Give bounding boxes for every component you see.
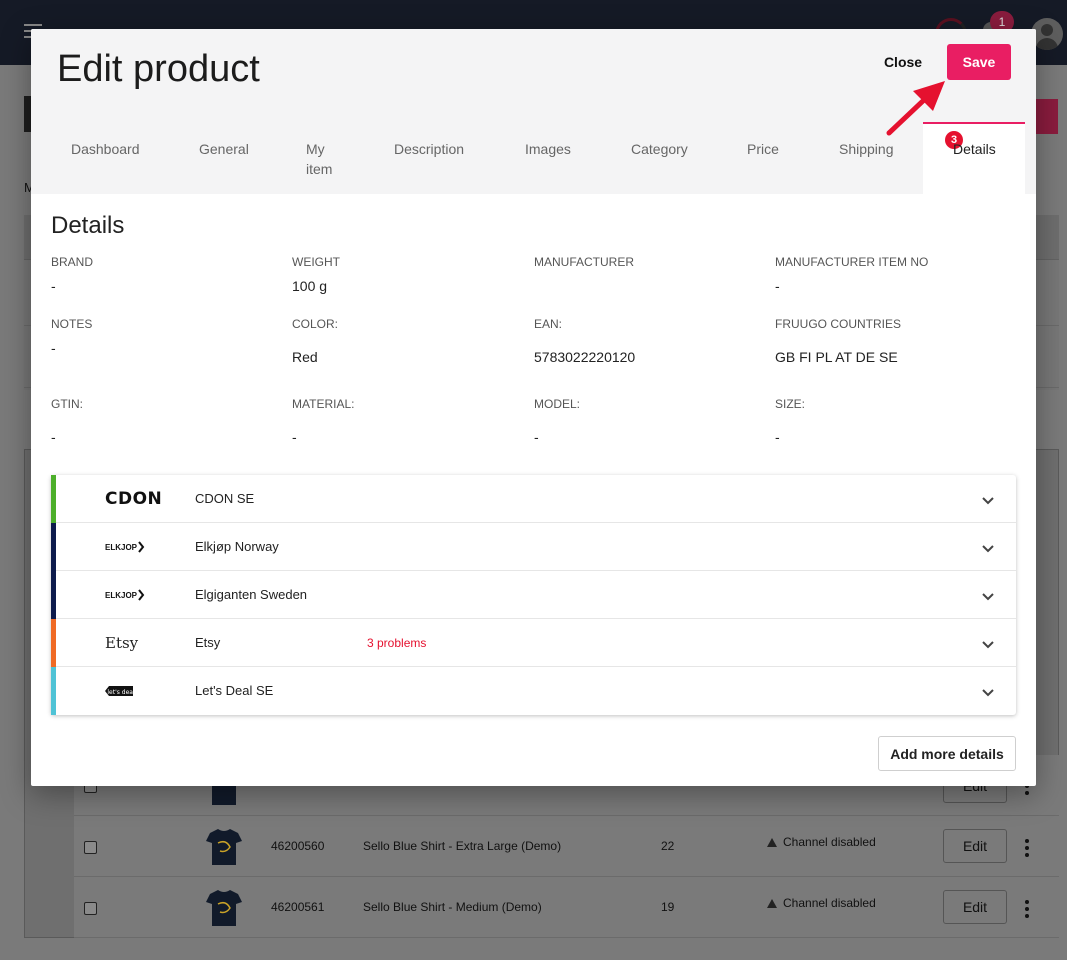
channel-name: Etsy [195, 635, 221, 650]
chevron-down-icon[interactable] [981, 685, 995, 699]
etsy-logo: Etsy [105, 634, 139, 652]
save-button[interactable]: Save [947, 44, 1011, 80]
tab-details-label: Details [953, 141, 996, 157]
dialog-title: Edit product [57, 48, 260, 90]
chevron-down-icon[interactable] [981, 637, 995, 651]
warning-icon [767, 838, 777, 847]
dialog-header: Edit product Close Save Dashboard Genera… [31, 29, 1036, 194]
channel-accent-bar [51, 619, 56, 667]
channel-accent-bar [51, 475, 56, 523]
field-label-manufacturer: MANUFACTURER [534, 255, 635, 269]
annotation-arrow-icon [886, 81, 945, 136]
page-title-fragment [24, 96, 32, 132]
channel-row-lets-deal-se[interactable]: let's deal Let's Deal SE [51, 667, 1016, 715]
elkjop-logo: ELKJOP [105, 571, 145, 619]
row-status: Channel disabled [767, 835, 876, 849]
field-label-color: COLOR: [292, 317, 339, 331]
tab-price[interactable]: Price [747, 141, 779, 157]
tab-details[interactable]: 3 Details [923, 122, 1025, 194]
channel-list: CDON CDON SE ELKJOP Elkjøp Norway ELKJOP… [51, 475, 1016, 715]
cdon-logo: CDON [105, 489, 163, 509]
field-value-fruugo-countries: GB FI PL AT DE SE [775, 349, 898, 365]
chevron-down-icon[interactable] [981, 493, 995, 507]
field-value-manufacturer-item-no: - [775, 278, 780, 294]
row-status: Channel disabled [767, 896, 876, 910]
channel-name: CDON SE [195, 491, 255, 506]
add-more-details-button[interactable]: Add more details [878, 736, 1016, 771]
field-label-material: MATERIAL: [292, 397, 355, 411]
field-value-material: - [292, 429, 297, 445]
elkjop-logo: ELKJOP [105, 523, 145, 571]
field-value-notes: - [51, 340, 56, 356]
details-section-title: Details [51, 212, 125, 239]
field-label-notes: NOTES [51, 317, 93, 331]
field-label-fruugo-countries: FRUUGO COUNTRIES [775, 317, 901, 331]
tab-my-item[interactable]: My item [306, 141, 333, 177]
edit-product-dialog: Edit product Close Save Dashboard Genera… [31, 29, 1036, 786]
channel-name: Elgiganten Sweden [195, 587, 308, 602]
tab-details-problem-badge: 3 [945, 131, 963, 149]
field-label-model: MODEL: [534, 397, 581, 411]
tab-images[interactable]: Images [525, 141, 571, 157]
notification-count-badge: 1 [990, 11, 1014, 33]
channel-row-etsy[interactable]: Etsy Etsy 3 problems [51, 619, 1016, 667]
row-checkbox[interactable] [84, 902, 97, 915]
field-value-ean: 5783022220120 [534, 349, 636, 365]
table-row: 46200561 Sello Blue Shirt - Medium (Demo… [74, 877, 1059, 938]
tshirt-thumbnail [206, 890, 242, 926]
field-value-gtin: - [51, 429, 56, 445]
close-button[interactable]: Close [869, 49, 937, 75]
page-subheading-fragment: M [24, 180, 35, 195]
field-label-size: SIZE: [775, 397, 806, 411]
edit-button[interactable]: Edit [943, 829, 1007, 863]
tshirt-thumbnail [206, 829, 242, 865]
tab-dashboard[interactable]: Dashboard [71, 141, 140, 157]
row-sku: 46200560 [271, 839, 325, 853]
chevron-down-icon[interactable] [981, 541, 995, 555]
field-label-weight: WEIGHT [292, 255, 340, 269]
channel-name: Elkjøp Norway [195, 539, 279, 554]
row-quantity: 22 [661, 839, 675, 853]
edit-button[interactable]: Edit [943, 890, 1007, 924]
row-product-name: Sello Blue Shirt - Extra Large (Demo) [363, 839, 562, 853]
warning-icon [767, 899, 777, 908]
field-label-brand: BRAND [51, 255, 94, 269]
channel-accent-bar [51, 571, 56, 619]
svg-text:let's deal: let's deal [107, 689, 135, 696]
channel-accent-bar [51, 523, 56, 571]
tab-description[interactable]: Description [394, 141, 465, 157]
channel-row-cdon-se[interactable]: CDON CDON SE [51, 475, 1016, 523]
table-row: 46200560 Sello Blue Shirt - Extra Large … [74, 816, 1059, 877]
tab-category[interactable]: Category [631, 141, 688, 157]
more-vert-icon[interactable] [1025, 839, 1031, 860]
row-product-name: Sello Blue Shirt - Medium (Demo) [363, 900, 542, 914]
channel-row-elkjop-norway[interactable]: ELKJOP Elkjøp Norway [51, 523, 1016, 571]
field-label-gtin: GTIN: [51, 397, 83, 411]
field-value-size: - [775, 429, 780, 445]
channel-name: Let's Deal SE [195, 683, 274, 698]
tab-shipping[interactable]: Shipping [839, 141, 894, 157]
channel-accent-bar [51, 667, 56, 715]
lets-deal-logo: let's deal [105, 667, 135, 715]
field-label-manufacturer-item-no: MANUFACTURER ITEM NO [775, 255, 929, 269]
field-label-ean: EAN: [534, 317, 563, 331]
more-vert-icon[interactable] [1025, 900, 1031, 921]
tab-general[interactable]: General [199, 141, 249, 157]
channel-problems-text[interactable]: 3 problems [367, 636, 427, 650]
row-checkbox[interactable] [84, 841, 97, 854]
channel-row-elgiganten-sweden[interactable]: ELKJOP Elgiganten Sweden [51, 571, 1016, 619]
row-sku: 46200561 [271, 900, 325, 914]
chevron-down-icon[interactable] [981, 589, 995, 603]
field-value-color: Red [292, 349, 318, 365]
user-avatar-icon[interactable] [1031, 18, 1063, 50]
field-value-brand: - [51, 278, 56, 294]
field-value-model: - [534, 429, 539, 445]
row-quantity: 19 [661, 900, 675, 914]
field-value-weight: 100 g [292, 278, 328, 294]
